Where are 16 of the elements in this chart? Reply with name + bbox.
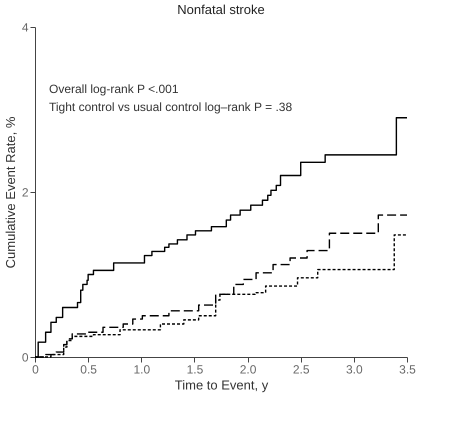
x-tick-label: 0.5 (80, 362, 98, 376)
annotation: Overall log-rank P <.001 (49, 82, 179, 96)
x-tick-label: 1.0 (133, 362, 150, 376)
y-axis-title: Cumulative Event Rate, % (2, 116, 18, 268)
annotation: Tight control vs usual control log–rank P = .38 (49, 100, 292, 114)
x-tick-label: 3.5 (399, 362, 416, 376)
y-tick-label: 0 (22, 350, 29, 364)
y-tick-label: 2 (22, 186, 29, 200)
x-tick-label: 0 (32, 362, 40, 376)
chart-title: Nonfatal stroke (177, 2, 265, 17)
x-tick-label: 2.5 (292, 362, 310, 376)
x-tick-label: 2.0 (240, 362, 257, 376)
x-axis-title: Time to Event, y (174, 378, 269, 392)
x-tick-label: 3.0 (346, 362, 364, 376)
y-tick-label: 4 (22, 20, 29, 34)
x-tick-label: 1.5 (186, 362, 204, 376)
